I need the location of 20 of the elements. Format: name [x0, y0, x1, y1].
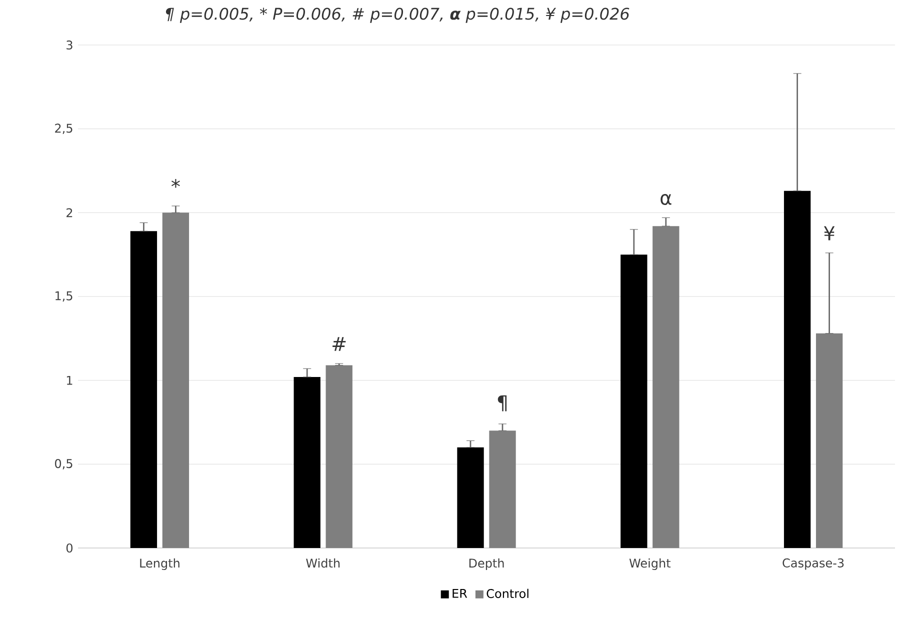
- x-tick-label: Weight: [629, 558, 671, 570]
- y-tick-label: 0: [66, 543, 72, 553]
- annotation: *: [171, 179, 180, 188]
- x-tick-label: Length: [140, 558, 180, 570]
- annotation: ¶: [498, 395, 507, 412]
- y-tick-label: 3: [66, 40, 72, 50]
- x-tick-label: Width: [306, 558, 340, 568]
- annotation: α: [660, 194, 672, 205]
- legend-label: Control: [486, 588, 528, 598]
- annotation: #: [332, 337, 346, 351]
- y-tick-label: 1,5: [56, 291, 72, 302]
- legend-label: ER: [452, 589, 468, 598]
- y-tick-label: 2,5: [55, 124, 72, 134]
- y-tick-label: 1: [66, 376, 72, 385]
- x-tick-label: Depth: [469, 558, 504, 570]
- y-tick-label: 2: [66, 208, 72, 218]
- x-tick-label: Caspase-3: [782, 558, 844, 570]
- annotation: ¥: [824, 226, 835, 240]
- y-tick-label: 0,5: [55, 459, 72, 470]
- chart-title: ¶ p=0.005, * P=0.006, # p=0.007, α p=0.015, ¥ p=0.026: [166, 8, 630, 23]
